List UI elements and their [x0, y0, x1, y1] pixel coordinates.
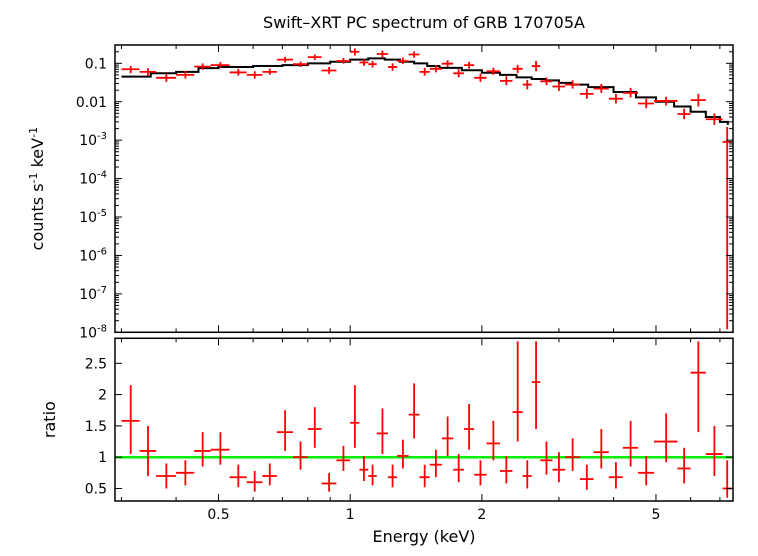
xtick-3: 5 — [652, 507, 661, 523]
chart-title: Swift–XRT PC spectrum of GRB 170705A — [263, 13, 585, 32]
ytick-top-7: 0.1 — [85, 56, 107, 72]
ytick-top-6: 0.01 — [76, 95, 107, 111]
xtick-0: 0.5 — [207, 507, 229, 523]
ytick-bot-1: 1 — [98, 450, 107, 466]
xlabel: Energy (keV) — [372, 527, 475, 546]
chart-container: 10-810-710-610-510-410-30.010.1counts s-… — [0, 0, 758, 556]
ytick-bot-3: 2 — [98, 388, 107, 404]
ylabel-top: counts s-1 keV-1 — [27, 127, 47, 250]
ytick-bot-0: 0.5 — [85, 481, 107, 497]
spectrum-chart: 10-810-710-610-510-410-30.010.1counts s-… — [0, 0, 758, 556]
ylabel-bottom: ratio — [40, 401, 59, 438]
ytick-bot-4: 2.5 — [85, 356, 107, 372]
xtick-2: 2 — [477, 507, 486, 523]
xtick-1: 1 — [346, 507, 355, 523]
ytick-bot-2: 1.5 — [85, 419, 107, 435]
